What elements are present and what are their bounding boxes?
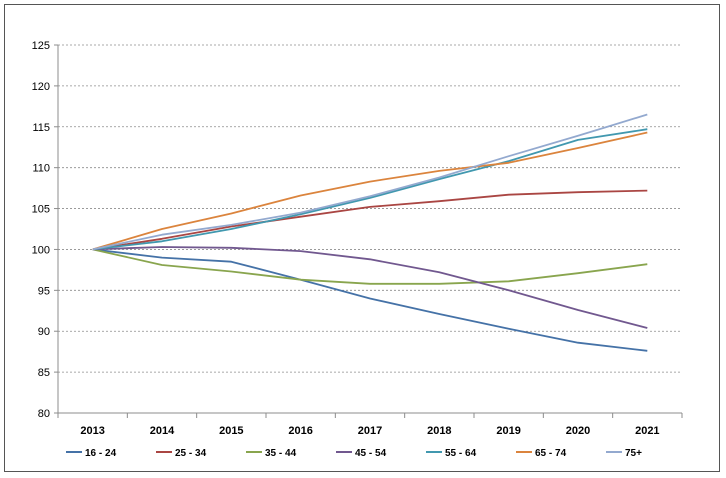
series-line-65-74 (92, 131, 648, 251)
y-tick-label: 105 (32, 204, 50, 216)
x-tick-label: 2014 (150, 425, 175, 437)
x-tick-label: 2016 (288, 425, 312, 437)
y-tick-label: 100 (32, 244, 50, 256)
x-tick-label: 2019 (496, 425, 520, 437)
axes (54, 44, 683, 418)
series-line-55-64 (92, 128, 648, 251)
x-tick-label: 2015 (219, 425, 243, 437)
y-tick-labels: 80 85 90 95 100 105 110 115 120 125 (32, 40, 50, 420)
legend-label-25-34: 25 - 34 (175, 448, 207, 459)
series-line-25-34 (92, 189, 648, 251)
series-line-16-24 (92, 248, 648, 352)
legend-label-75: 75+ (625, 448, 642, 459)
x-tick-label: 2020 (566, 425, 590, 437)
series-lines (92, 113, 648, 352)
y-tick-label: 80 (38, 408, 50, 420)
legend-label-35-44: 35 - 44 (265, 448, 297, 459)
legend-label-65-74: 65 - 74 (535, 448, 567, 459)
x-tick-label: 2013 (80, 425, 104, 437)
legend-label-45-54: 45 - 54 (355, 448, 387, 459)
series-line-75 (92, 113, 648, 251)
y-tick-label: 110 (32, 163, 50, 175)
y-tick-label: 90 (38, 326, 50, 338)
y-tick-label: 120 (32, 81, 50, 93)
legend-label-55-64: 55 - 64 (445, 448, 477, 459)
gridlines (58, 44, 682, 373)
chart-frame (4, 4, 720, 472)
legend: 16 - 24 25 - 34 35 - 44 45 - 54 55 - 64 65 - … (66, 448, 642, 459)
x-tick-label: 2017 (358, 425, 382, 437)
legend-label-16-24: 16 - 24 (85, 448, 117, 459)
y-tick-label: 115 (32, 122, 50, 134)
x-tick-label: 2021 (635, 425, 659, 437)
x-tick-label: 2018 (427, 425, 451, 437)
y-tick-label: 95 (38, 285, 50, 297)
series-line-45-54 (92, 246, 648, 329)
y-tick-label: 125 (32, 40, 50, 52)
x-tick-labels: 2013 2014 2015 2016 2017 2018 2019 2020 2021 (80, 425, 659, 437)
y-tick-label: 85 (38, 367, 50, 379)
series-line-35-44 (92, 248, 648, 285)
